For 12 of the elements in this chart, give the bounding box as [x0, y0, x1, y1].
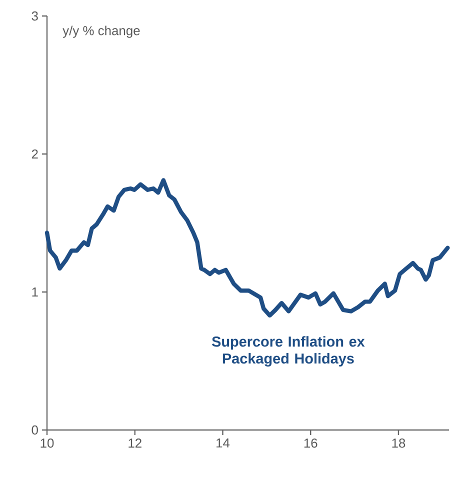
x-tick-label: 12	[128, 438, 142, 448]
series-label: Supercore Inflation ex Packaged Holidays	[212, 336, 365, 367]
y-tick-label: 0	[32, 425, 38, 435]
line-series	[44, 178, 450, 318]
x-tick-label: 14	[216, 438, 230, 448]
x-tick-label: 10	[40, 438, 54, 448]
x-tick-label: 16	[304, 438, 318, 448]
y-tick-label: 1	[32, 288, 38, 296]
y-axis-title: y/y % change	[62, 26, 140, 38]
x-tick-label: 18	[392, 438, 406, 448]
y-tick-label: 2	[32, 149, 38, 159]
y-tick-label: 3	[32, 11, 38, 21]
